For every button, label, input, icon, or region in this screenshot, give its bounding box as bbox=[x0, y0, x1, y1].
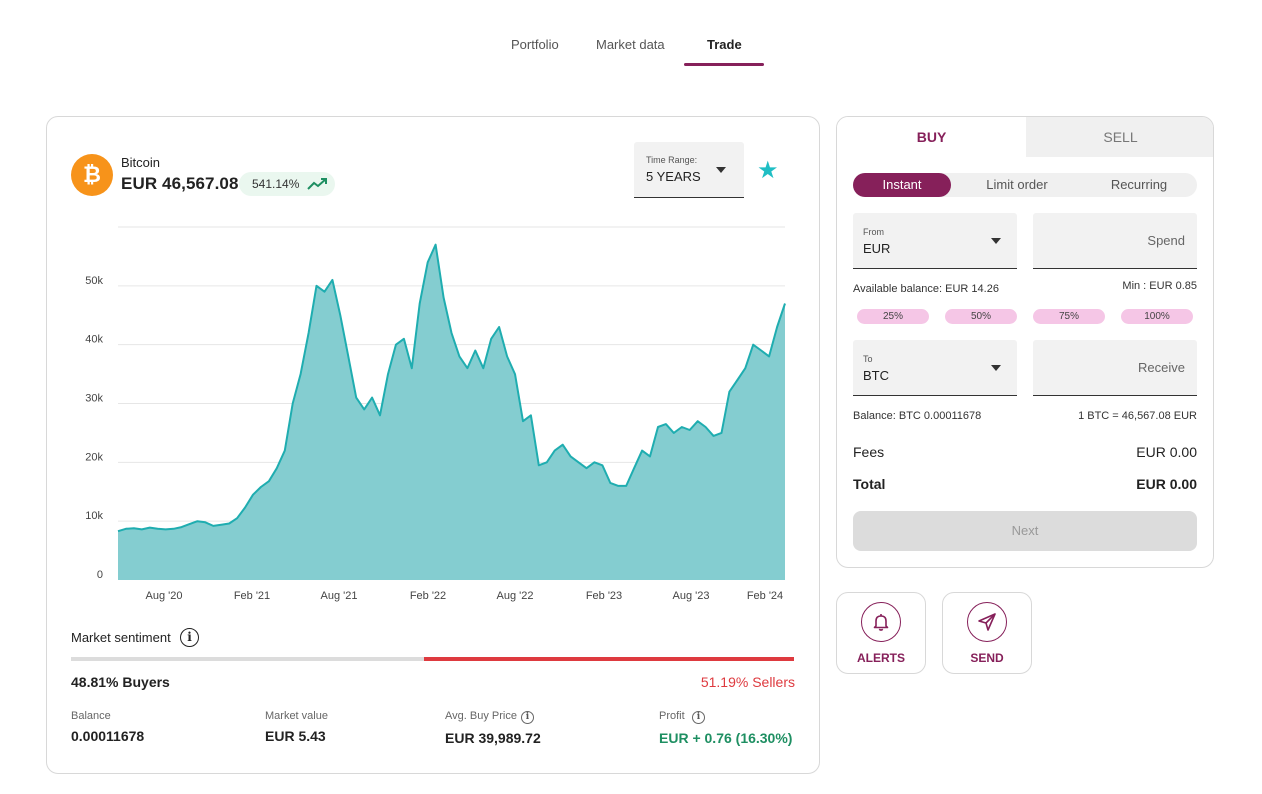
y-tick-label: 40k bbox=[85, 334, 103, 346]
x-tick-label: Feb '23 bbox=[586, 590, 622, 602]
buy-tab[interactable]: BUY bbox=[837, 117, 1026, 157]
pct-50-button[interactable]: 50% bbox=[945, 309, 1017, 324]
to-label: To bbox=[863, 354, 873, 364]
avg-buy-price-value: EUR 39,989.72 bbox=[445, 730, 541, 746]
active-tab-indicator bbox=[684, 63, 764, 66]
next-button[interactable]: Next bbox=[853, 511, 1197, 551]
bitcoin-logo-icon: ₿ bbox=[71, 154, 113, 196]
send-icon bbox=[978, 613, 996, 631]
x-tick-label: Feb '21 bbox=[234, 590, 270, 602]
price-chart: 0 10k 20k 30k 40k 50k Aug '20 Feb '21 Aug '21 Feb… bbox=[85, 226, 786, 602]
tab-market-data[interactable]: Market data bbox=[596, 37, 665, 52]
spend-input[interactable] bbox=[1033, 213, 1197, 268]
market-value-label: Market value bbox=[265, 710, 328, 722]
price-area bbox=[118, 244, 785, 580]
market-sentiment-title: Market sentiment bbox=[71, 630, 171, 645]
info-icon[interactable]: i bbox=[692, 711, 705, 724]
avg-buy-price-label: Avg. Buy Price bbox=[445, 710, 517, 722]
y-tick-label: 50k bbox=[85, 275, 103, 287]
from-currency-select[interactable]: From EUR bbox=[853, 213, 1017, 269]
exchange-rate: 1 BTC = 46,567.08 EUR bbox=[1078, 410, 1197, 422]
x-tick-label: Feb '24 bbox=[747, 590, 783, 602]
price-change-badge: 541.14% bbox=[239, 172, 335, 196]
total-label: Total bbox=[853, 476, 886, 492]
info-icon[interactable]: i bbox=[180, 628, 199, 647]
trending-up-icon bbox=[307, 178, 327, 190]
balance-label: Balance bbox=[71, 710, 111, 722]
btc-balance: Balance: BTC 0.00011678 bbox=[853, 410, 982, 422]
time-range-label: Time Range: bbox=[646, 155, 698, 165]
send-icon-circle bbox=[967, 602, 1007, 642]
y-tick-label: 0 bbox=[97, 569, 103, 581]
order-type-toggle: Instant Limit order Recurring bbox=[853, 173, 1197, 197]
mode-instant[interactable]: Instant bbox=[853, 173, 951, 197]
fees-value: EUR 0.00 bbox=[1136, 444, 1197, 460]
price-change-value: 541.14% bbox=[252, 177, 300, 191]
trade-panel: BUY SELL Instant Limit order Recurring F… bbox=[836, 116, 1214, 568]
to-currency-select[interactable]: To BTC bbox=[853, 340, 1017, 396]
chevron-down-icon bbox=[991, 238, 1001, 244]
buyers-percentage: 48.81% Buyers bbox=[71, 674, 170, 690]
tab-trade[interactable]: Trade bbox=[707, 37, 742, 52]
y-tick-label: 20k bbox=[85, 451, 103, 463]
market-value-value: EUR 5.43 bbox=[265, 728, 326, 744]
send-label: SEND bbox=[970, 651, 1004, 665]
min-amount: Min : EUR 0.85 bbox=[1122, 280, 1197, 292]
star-icon[interactable]: ★ bbox=[757, 157, 779, 184]
chevron-down-icon bbox=[991, 365, 1001, 371]
alerts-icon-circle bbox=[861, 602, 901, 642]
chevron-down-icon bbox=[716, 167, 726, 173]
buyers-bar bbox=[71, 657, 424, 661]
y-tick-label: 30k bbox=[85, 393, 103, 405]
pct-25-button[interactable]: 25% bbox=[857, 309, 929, 324]
main-tabs: Portfolio Market data Trade bbox=[0, 36, 1262, 70]
total-value: EUR 0.00 bbox=[1136, 476, 1197, 492]
info-icon[interactable]: i bbox=[521, 711, 534, 724]
mode-recurring[interactable]: Recurring bbox=[1110, 177, 1168, 192]
time-range-value: 5 YEARS bbox=[646, 169, 701, 184]
alerts-button[interactable]: ALERTS bbox=[836, 592, 926, 674]
receive-field[interactable] bbox=[1033, 340, 1197, 396]
sellers-percentage: 51.19% Sellers bbox=[700, 674, 795, 690]
tab-portfolio[interactable]: Portfolio bbox=[511, 37, 559, 52]
profit-label: Profit bbox=[659, 710, 685, 722]
alerts-label: ALERTS bbox=[857, 651, 905, 665]
bell-icon bbox=[873, 614, 889, 631]
price-line bbox=[117, 243, 786, 533]
pct-100-button[interactable]: 100% bbox=[1121, 309, 1193, 324]
y-tick-label: 10k bbox=[85, 510, 103, 522]
to-value: BTC bbox=[863, 368, 889, 383]
receive-input[interactable] bbox=[1033, 340, 1197, 395]
send-button[interactable]: SEND bbox=[942, 592, 1032, 674]
asset-overview-card: ₿ Bitcoin EUR 46,567.08 541.14% Time Ran… bbox=[46, 116, 820, 774]
x-tick-label: Feb '22 bbox=[410, 590, 446, 602]
sellers-bar bbox=[424, 657, 794, 661]
x-tick-label: Aug '20 bbox=[146, 590, 183, 602]
asset-price: EUR 46,567.08 bbox=[121, 174, 239, 193]
pct-75-button[interactable]: 75% bbox=[1033, 309, 1105, 324]
asset-name: Bitcoin bbox=[121, 155, 161, 170]
available-balance: Available balance: EUR 14.26 bbox=[853, 283, 999, 295]
balance-value: 0.00011678 bbox=[71, 728, 145, 744]
fees-label: Fees bbox=[853, 444, 885, 460]
x-tick-label: Aug '21 bbox=[321, 590, 358, 602]
from-value: EUR bbox=[863, 241, 891, 256]
x-tick-label: Aug '23 bbox=[673, 590, 710, 602]
from-label: From bbox=[863, 227, 884, 237]
time-range-select[interactable]: Time Range: 5 YEARS bbox=[634, 142, 744, 198]
profit-value: EUR + 0.76 (16.30%) bbox=[659, 730, 793, 746]
x-tick-label: Aug '22 bbox=[497, 590, 534, 602]
mode-limit-order[interactable]: Limit order bbox=[986, 177, 1048, 192]
sell-tab[interactable]: SELL bbox=[1026, 117, 1213, 157]
spend-field[interactable] bbox=[1033, 213, 1197, 269]
